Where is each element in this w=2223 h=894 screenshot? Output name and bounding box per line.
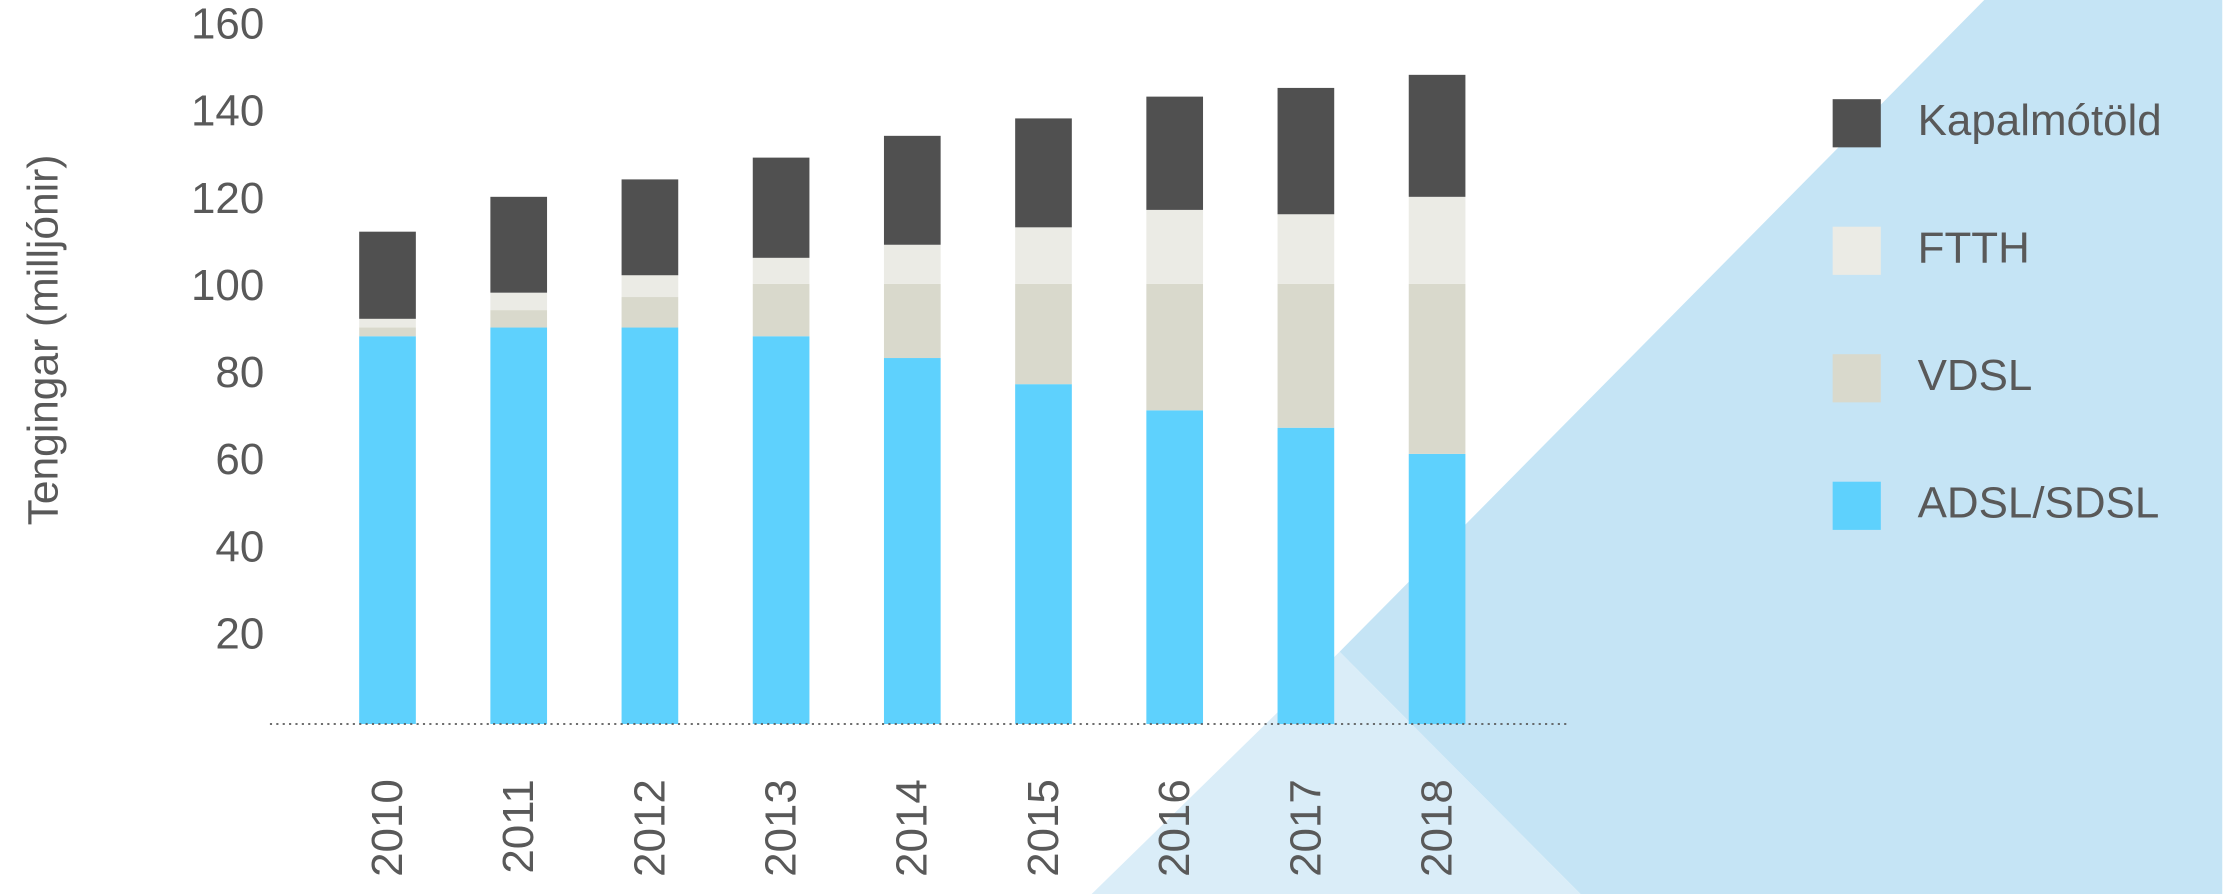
bar-segment (359, 318, 416, 328)
bar-segment (1146, 209, 1204, 284)
bar-segment (490, 292, 548, 311)
bar-segment (1277, 427, 1335, 724)
bar-segment (752, 336, 810, 724)
x-tick-label: 2017 (1281, 779, 1330, 877)
y-tick-label: 80 (215, 348, 264, 397)
legend-label: FTTH (1918, 223, 2030, 272)
bar-segment (883, 283, 941, 359)
x-tick-label: 2015 (1019, 779, 1068, 877)
bar-segment (490, 327, 548, 724)
legend-swatch (1832, 226, 1881, 275)
x-tick-label: 2016 (1150, 779, 1199, 877)
bar-segment (752, 283, 810, 337)
bar-segment (1146, 283, 1204, 411)
y-tick-label: 160 (191, 0, 264, 49)
legend-swatch (1832, 481, 1881, 530)
bar-segment (621, 327, 679, 724)
bar-segment (1408, 74, 1466, 197)
bar-segment (1277, 87, 1335, 215)
legend-label: VDSL (1918, 351, 2033, 400)
bar-segment (1277, 214, 1335, 284)
bar-segment (1146, 96, 1204, 210)
background-shape (1339, 0, 2223, 894)
bar-segment (1015, 283, 1072, 385)
x-tick-label: 2012 (625, 779, 674, 877)
bar-segment (1408, 196, 1466, 284)
y-tick-label: 40 (215, 522, 264, 571)
bar-segment (1015, 384, 1072, 724)
y-tick-label: 120 (191, 174, 264, 223)
x-tick-label: 2010 (363, 779, 412, 877)
bar-segment (883, 135, 941, 245)
bar-segment (490, 310, 548, 328)
legend-swatch (1832, 99, 1881, 148)
bar-segment (359, 336, 416, 724)
bar-segment (1015, 118, 1072, 228)
bar-segment (1408, 283, 1466, 454)
background-shape (1091, 651, 1581, 894)
y-tick-label: 60 (215, 435, 264, 484)
bar-segment (621, 297, 679, 328)
bar-segment (359, 327, 416, 337)
bar-segment (1146, 410, 1204, 724)
legend-swatch (1832, 354, 1881, 403)
x-tick-label: 2011 (494, 779, 543, 873)
bar-segment (1408, 453, 1466, 724)
bar-segment (752, 257, 810, 284)
x-tick-label: 2014 (888, 779, 937, 877)
bar-segment (883, 358, 941, 724)
bar-segment (621, 179, 679, 276)
bar-segment (883, 244, 941, 284)
bar-segment (490, 196, 548, 293)
y-tick-label: 140 (191, 87, 264, 136)
bar-segment (359, 231, 416, 319)
bar-segment (752, 157, 810, 258)
bar-segment (1015, 227, 1072, 284)
legend-label: ADSL/SDSL (1918, 478, 2160, 527)
x-tick-label: 2018 (1413, 779, 1462, 877)
legend-label: Kapalmótöld (1918, 96, 2162, 145)
bar-segment (621, 275, 679, 298)
y-tick-label: 100 (191, 261, 264, 310)
y-tick-label: 20 (215, 609, 264, 658)
y-axis-title: Tengingar (milljónir) (20, 155, 67, 526)
x-tick-label: 2013 (757, 779, 806, 877)
bar-segment (1277, 283, 1335, 428)
